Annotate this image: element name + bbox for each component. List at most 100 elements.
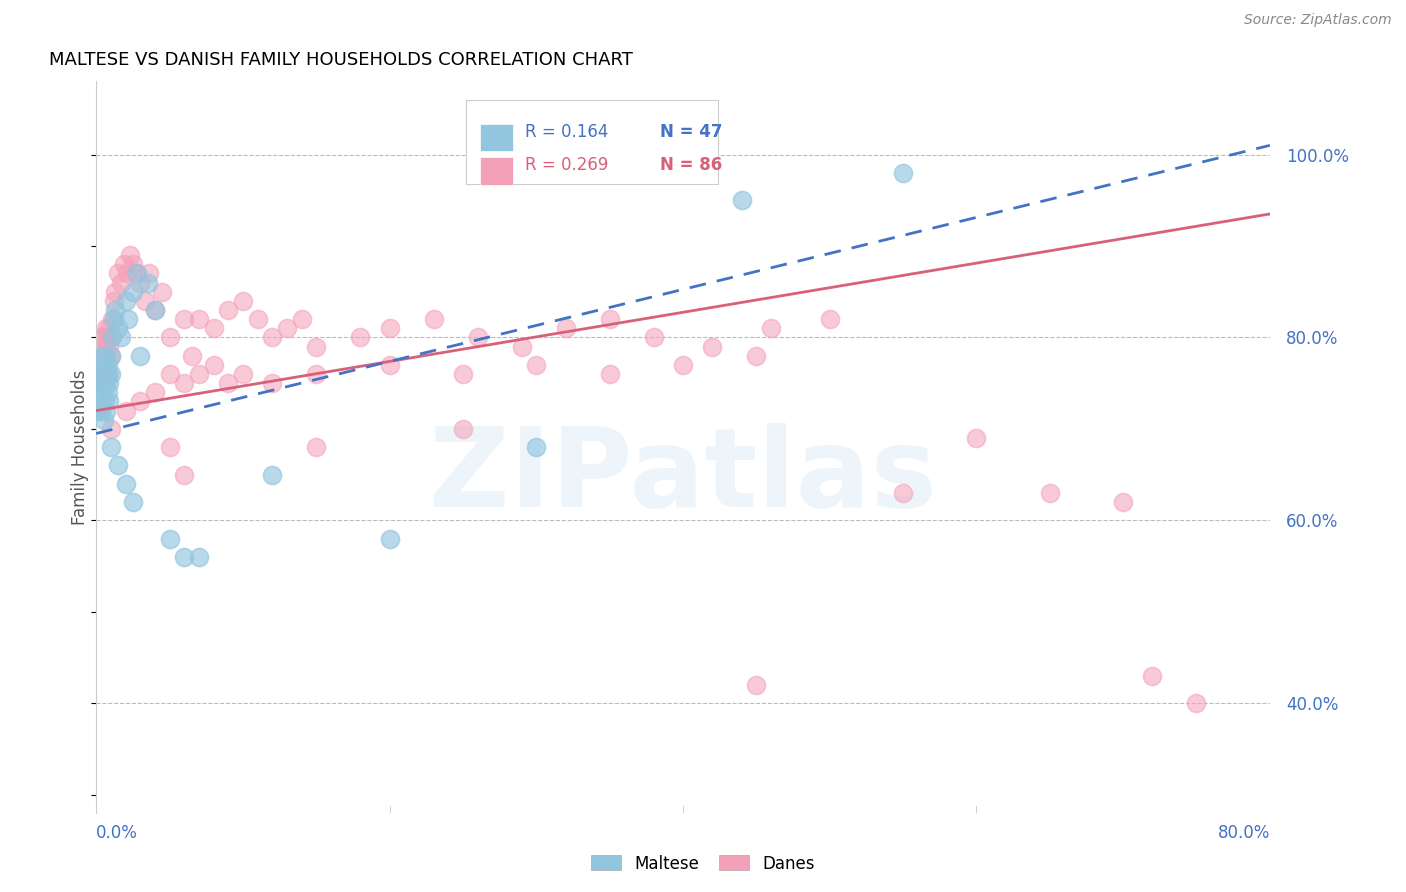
Point (891, 486, 914, 500)
Point (217, 376, 239, 391)
Point (891, 166, 914, 180)
Point (150, 285, 173, 299)
Point (202, 358, 225, 372)
Point (100, 349, 122, 363)
Point (129, 349, 152, 363)
Point (159, 440, 181, 454)
Point (554, 321, 576, 335)
Point (143, 303, 166, 318)
Text: R = 0.269: R = 0.269 (524, 156, 607, 174)
Point (187, 549, 209, 564)
Point (217, 303, 239, 318)
Point (114, 293, 136, 308)
Point (94, 367, 117, 381)
Point (122, 495, 145, 509)
Point (97, 358, 120, 372)
Point (202, 321, 225, 335)
Point (702, 340, 724, 354)
Point (759, 321, 782, 335)
Point (524, 358, 547, 372)
Point (94, 358, 117, 372)
Point (115, 267, 138, 281)
Point (262, 376, 284, 391)
Point (110, 276, 132, 290)
Text: Source: ZipAtlas.com: Source: ZipAtlas.com (1244, 13, 1392, 28)
Point (100, 330, 122, 344)
Point (599, 367, 621, 381)
Text: N = 47: N = 47 (659, 122, 723, 141)
Point (143, 385, 166, 400)
Point (276, 321, 298, 335)
Point (98, 394, 121, 409)
Point (118, 248, 141, 262)
Point (93, 413, 115, 427)
Text: N = 86: N = 86 (659, 156, 721, 174)
Point (451, 367, 474, 381)
Point (125, 267, 148, 281)
Point (112, 257, 135, 271)
Point (134, 293, 156, 308)
Point (672, 358, 695, 372)
Point (104, 285, 127, 299)
Point (1112, 495, 1135, 509)
Point (305, 440, 328, 454)
Point (96, 376, 118, 391)
Point (187, 312, 209, 326)
Y-axis label: Family Households: Family Households (72, 369, 89, 524)
Point (107, 458, 129, 473)
Point (94, 349, 117, 363)
Point (745, 349, 768, 363)
Point (97, 367, 120, 381)
Point (378, 321, 401, 335)
Point (101, 312, 124, 326)
Point (100, 349, 122, 363)
Point (100, 422, 122, 436)
Point (180, 349, 202, 363)
Point (291, 312, 314, 326)
Point (422, 312, 444, 326)
Point (96, 403, 118, 417)
Point (1142, 669, 1164, 683)
Legend: Maltese, Danes: Maltese, Danes (585, 848, 821, 880)
Point (90, 403, 112, 417)
Point (159, 330, 181, 344)
Point (136, 276, 159, 290)
Text: 0.0%: 0.0% (96, 824, 138, 842)
Point (97, 330, 120, 344)
FancyBboxPatch shape (479, 124, 513, 152)
Point (90, 376, 112, 391)
Point (731, 193, 754, 207)
Text: R = 0.164: R = 0.164 (524, 122, 607, 141)
Point (262, 330, 284, 344)
Point (818, 312, 841, 326)
Point (94, 394, 117, 409)
Point (173, 312, 195, 326)
Point (98, 340, 121, 354)
Point (129, 276, 152, 290)
Point (91, 340, 114, 354)
Point (117, 312, 139, 326)
Point (90, 358, 112, 372)
Point (159, 532, 181, 546)
Point (122, 257, 145, 271)
Point (187, 367, 209, 381)
Point (1185, 696, 1208, 710)
Point (89, 367, 111, 381)
Point (98, 376, 121, 391)
Point (94, 340, 117, 354)
Point (467, 330, 489, 344)
Point (305, 367, 328, 381)
FancyBboxPatch shape (465, 100, 718, 184)
Point (97, 367, 120, 381)
Text: 80.0%: 80.0% (1218, 824, 1270, 842)
Point (103, 293, 125, 308)
Point (305, 340, 328, 354)
Point (97, 385, 120, 400)
Point (232, 367, 254, 381)
Point (378, 532, 401, 546)
Point (159, 367, 181, 381)
Point (93, 330, 115, 344)
FancyBboxPatch shape (479, 157, 513, 185)
Point (510, 340, 533, 354)
Point (173, 376, 195, 391)
